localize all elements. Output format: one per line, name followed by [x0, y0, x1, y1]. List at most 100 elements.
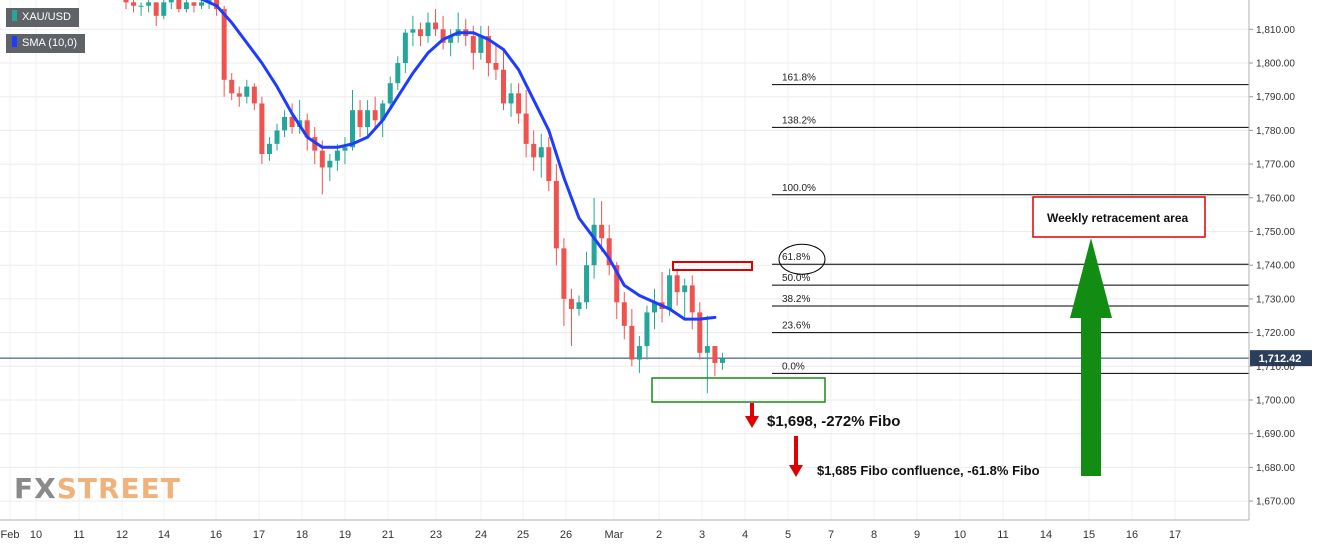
candle-up — [274, 130, 280, 144]
candle-down — [546, 147, 552, 181]
candle-down — [606, 238, 612, 266]
candle-up — [387, 83, 393, 104]
candle-up — [584, 265, 590, 303]
candle-down — [123, 0, 129, 3]
candle-down — [304, 120, 310, 138]
y-tick-label: 1,810.00 — [1256, 25, 1295, 36]
symbol-color-swatch — [12, 10, 17, 21]
candle-up — [342, 147, 348, 151]
indicator-legend[interactable]: SMA (10,0) — [6, 34, 86, 53]
y-axis: 1,670.00 1,680.00 1,690.00 1,700.00 1,710.00… — [1248, 0, 1295, 520]
y-tick-label: 1,700.00 — [1256, 396, 1295, 407]
red-arrow-2-head — [789, 465, 803, 477]
x-tick-label: 3 — [699, 529, 705, 541]
annotations: Weekly retracement area $1,698, -272% Fib… — [651, 196, 1206, 478]
x-tick-label: 25 — [517, 529, 529, 541]
x-tick-label: 17 — [253, 529, 265, 541]
x-tick-label: 24 — [475, 529, 487, 541]
candle-up — [146, 2, 152, 6]
candle-down — [176, 0, 182, 10]
x-tick-label: 18 — [296, 529, 308, 541]
candle-down — [674, 275, 680, 293]
symbol-label: XAU/USD — [22, 11, 71, 23]
candle-down — [629, 325, 635, 360]
candle-down — [236, 93, 242, 97]
y-tick-label: 1,760.00 — [1256, 193, 1295, 204]
fib-level-label: 61.8% — [782, 252, 810, 263]
candle-up — [327, 160, 333, 168]
x-tick-label: 12 — [116, 529, 128, 541]
y-tick-label: 1,690.00 — [1256, 429, 1295, 440]
support-box — [651, 377, 826, 403]
candle-up — [652, 302, 657, 313]
fib-level-label: 38.2% — [782, 294, 810, 305]
x-tick-label: 7 — [828, 529, 834, 541]
candle-up — [138, 5, 144, 7]
x-tick-label: 21 — [382, 529, 394, 541]
candle-down — [251, 86, 257, 104]
candle-up — [334, 150, 340, 161]
x-tick-label: 16 — [210, 529, 222, 541]
candle-down — [561, 248, 567, 299]
candle-up — [395, 63, 401, 84]
x-tick-label: 16 — [1126, 529, 1138, 541]
candle-up — [380, 103, 386, 121]
x-tick-label: 10 — [954, 529, 966, 541]
candle-down — [689, 285, 695, 313]
x-tick-label: 14 — [1040, 529, 1052, 541]
x-tick-label: 14 — [158, 529, 170, 541]
fibonacci-levels: 161.8% 138.2% 100.0% 61.8% 50.0% 38.2% 23.6% 0.… — [772, 73, 1249, 374]
candle-down — [440, 29, 446, 43]
current-price-line: 1,712.42 — [0, 350, 1312, 367]
candle-down — [516, 93, 522, 114]
x-tick-label: 2 — [656, 529, 662, 541]
indicator-label: SMA (10,0) — [22, 37, 78, 49]
candle-up — [410, 29, 416, 33]
candle-up — [282, 116, 288, 131]
x-tick-label: Mar — [605, 529, 624, 541]
candle-down — [470, 36, 476, 53]
x-tick-label: 5 — [785, 529, 791, 541]
candle-down — [289, 116, 295, 128]
candle-up — [644, 312, 650, 347]
candle-down — [553, 180, 559, 249]
y-tick-label: 1,730.00 — [1256, 294, 1295, 305]
candle-up — [704, 346, 710, 353]
sma-line — [198, 0, 717, 321]
resistance-box — [672, 261, 753, 271]
candle-down — [501, 69, 506, 104]
candle-up — [402, 32, 408, 63]
symbol-legend[interactable]: XAU/USD — [6, 8, 79, 27]
fib-level-label: 100.0% — [782, 183, 816, 194]
x-tick-label: 11 — [997, 529, 1008, 541]
candle-up — [538, 147, 544, 158]
candle-up — [576, 302, 582, 310]
grid — [0, 0, 1249, 520]
candle-up — [168, 0, 174, 3]
y-tick-label: 1,670.00 — [1256, 497, 1295, 508]
candle-down — [599, 224, 605, 239]
candle-up — [199, 2, 204, 6]
y-tick-label: 1,750.00 — [1256, 227, 1295, 238]
target-1685-text: $1,685 Fibo confluence, -61.8% Fibo — [817, 463, 1040, 478]
y-tick-label: 1,770.00 — [1256, 160, 1295, 171]
candle-down — [712, 346, 718, 363]
candle-up — [266, 143, 272, 154]
candle-down — [319, 150, 325, 168]
candle-up — [719, 358, 725, 363]
x-tick-label: 26 — [560, 529, 572, 541]
red-arrow-2-shaft — [794, 436, 798, 466]
candle-down — [697, 312, 703, 353]
y-tick-label: 1,800.00 — [1256, 59, 1295, 70]
indicator-color-swatch — [12, 36, 17, 47]
candle-down — [485, 36, 491, 63]
y-tick-label: 1,780.00 — [1256, 126, 1295, 137]
candle-down — [191, 2, 197, 6]
candle-down — [531, 143, 537, 158]
fib-618-circle — [778, 243, 826, 275]
candle-down — [417, 29, 423, 37]
candle-down — [614, 265, 620, 303]
x-tick-label: Feb — [1, 529, 20, 541]
